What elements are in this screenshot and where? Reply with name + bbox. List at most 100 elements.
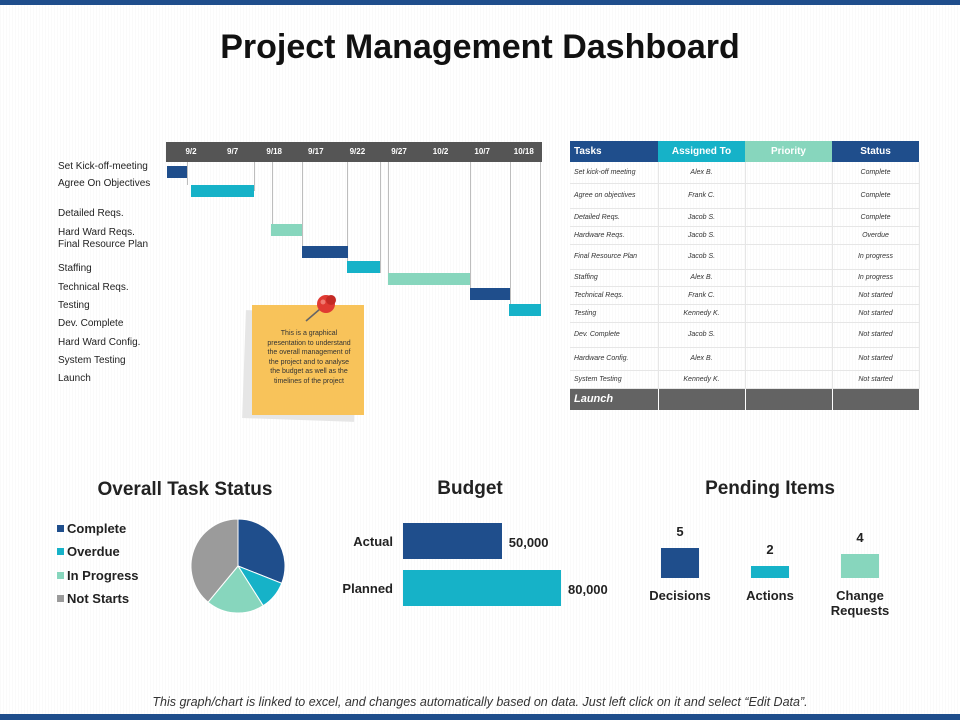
top-accent-bar xyxy=(0,0,960,5)
gantt-task-label: Hard Ward Config. xyxy=(58,337,141,348)
cell-status: In progress xyxy=(832,244,920,270)
legend-item: Not Starts xyxy=(57,591,129,606)
gantt-task-label: Detailed Reqs. xyxy=(58,208,124,219)
cell-status: Not started xyxy=(832,370,920,389)
budget-value-label: 80,000 xyxy=(568,582,608,597)
gantt-bar xyxy=(191,185,254,197)
pushpin-icon xyxy=(305,295,336,322)
cell-task: Dev. Complete xyxy=(570,322,659,348)
legend-item: Overdue xyxy=(57,544,120,559)
pending-category-label: Change Requests xyxy=(830,588,890,618)
table-row: Set kick-off meeting Alex B. Complete xyxy=(570,162,920,184)
budget-category-label: Planned xyxy=(342,581,393,596)
pending-value-label: 2 xyxy=(766,542,774,557)
gantt-guide-line xyxy=(254,162,255,191)
cell-assigned: Kennedy K. xyxy=(658,304,746,323)
cell-status: Complete xyxy=(832,208,920,227)
gantt-bar xyxy=(302,246,348,258)
gantt-date-label: 9/7 xyxy=(227,147,239,156)
legend-item: Complete xyxy=(57,521,126,536)
table-row: Hardware Config. Alex B. Not started xyxy=(570,347,920,371)
cell-task: Set kick-off meeting xyxy=(570,162,659,184)
cell-task: Agree on objectives xyxy=(570,183,659,209)
gantt-date-label: 9/22 xyxy=(349,147,366,156)
task-status-title: Overall Task Status xyxy=(97,479,273,500)
gantt-task-label: Hard Ward Reqs. xyxy=(58,227,135,238)
table-row: Staffing Alex B. In progress xyxy=(570,269,920,287)
legend-label: Not Starts xyxy=(67,591,130,606)
gantt-task-label: Staffing xyxy=(58,263,92,274)
table-row: Agree on objectives Frank C. Complete xyxy=(570,183,920,209)
gantt-task-label: Final Resource Plan xyxy=(58,239,149,250)
cell-launch-empty xyxy=(658,388,746,410)
gantt-task-label: System Testing xyxy=(58,355,126,366)
cell-assigned: Jacob S. xyxy=(658,322,746,348)
cell-priority xyxy=(745,322,833,348)
cell-assigned: Alex B. xyxy=(658,347,746,371)
gantt-date-label: 10/18 xyxy=(513,147,534,156)
legend-label: In Progress xyxy=(67,568,139,583)
pie-slice-not-starts xyxy=(190,518,239,603)
pending-bar xyxy=(751,566,789,578)
legend-item: In Progress xyxy=(57,568,139,583)
gantt-bar xyxy=(347,261,380,273)
table-row: Detailed Reqs. Jacob S. Complete xyxy=(570,208,920,227)
cell-priority xyxy=(745,226,833,245)
cell-task: Staffing xyxy=(570,269,659,287)
page-title: Project Management Dashboard xyxy=(220,28,740,66)
budget-bar-planned xyxy=(403,570,561,606)
gantt-guide-line xyxy=(347,162,348,270)
cell-priority xyxy=(745,269,833,287)
cell-status: In progress xyxy=(832,269,920,287)
legend-swatch xyxy=(57,595,64,602)
cell-status: Complete xyxy=(832,162,920,184)
pending-value-label: 5 xyxy=(676,524,684,539)
budget-bar-actual xyxy=(403,523,502,559)
table-row: Final Resource Plan Jacob S. In progress xyxy=(570,244,920,270)
pie-slice-complete xyxy=(237,518,286,584)
gantt-task-label: Set Kick-off-meeting xyxy=(58,161,148,172)
cell-task: Final Resource Plan xyxy=(570,244,659,270)
task-status-pie-chart xyxy=(190,518,286,614)
gantt-guide-line xyxy=(510,162,511,304)
pending-title: Pending Items xyxy=(705,478,835,499)
cell-task: Hardware Config. xyxy=(570,347,659,371)
cell-task: Technical Reqs. xyxy=(570,286,659,305)
pending-bar xyxy=(841,554,879,578)
table-header-priority: Priority xyxy=(745,141,832,162)
bottom-accent-bar xyxy=(0,714,960,720)
table-row: Technical Reqs. Frank C. Not started xyxy=(570,286,920,305)
pending-bar xyxy=(661,548,699,578)
cell-status: Complete xyxy=(832,183,920,209)
gantt-bar xyxy=(470,288,510,300)
cell-assigned: Jacob S. xyxy=(658,226,746,245)
gantt-date-label: 10/7 xyxy=(474,147,490,156)
cell-task: Detailed Reqs. xyxy=(570,208,659,227)
gantt-date-label: 9/18 xyxy=(266,147,282,156)
cell-priority xyxy=(745,183,833,209)
cell-status: Not started xyxy=(832,322,920,348)
legend-swatch xyxy=(57,525,64,532)
gantt-bar xyxy=(388,273,470,285)
table-header-tasks: Tasks xyxy=(570,141,658,162)
cell-priority xyxy=(745,286,833,305)
legend-swatch xyxy=(57,548,64,555)
pending-value-label: 4 xyxy=(856,530,864,545)
legend-swatch xyxy=(57,572,64,579)
cell-assigned: Frank C. xyxy=(658,183,746,209)
table-header-status: Status xyxy=(832,141,919,162)
gantt-task-label: Launch xyxy=(58,373,91,384)
gantt-date-label: 9/17 xyxy=(308,147,324,156)
pending-category-label: Actions xyxy=(746,588,794,603)
cell-launch-empty xyxy=(832,388,920,410)
gantt-chart: 9/2 9/7 9/18 9/17 9/22 9/27 10/2 10/7 10/18 Set … xyxy=(0,0,560,430)
cell-priority xyxy=(745,162,833,184)
gantt-guide-line xyxy=(388,162,389,273)
gantt-task-label: Agree On Objectives xyxy=(58,178,151,189)
gantt-date-header: 9/2 9/7 9/18 9/17 9/22 9/27 10/2 10/7 10/18 xyxy=(166,142,542,162)
cell-assigned: Frank C. xyxy=(658,286,746,305)
gantt-guide-line xyxy=(302,162,303,246)
table-row-launch: Launch xyxy=(570,388,920,410)
pie-slice-in-progress xyxy=(207,565,264,614)
gantt-guide-line xyxy=(540,162,541,304)
